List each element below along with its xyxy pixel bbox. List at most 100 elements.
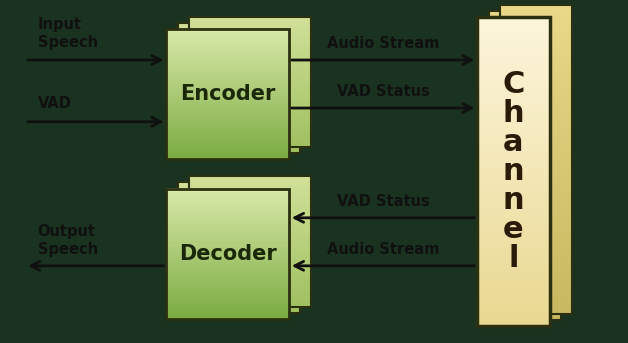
Bar bbox=[189, 113, 311, 115]
Bar bbox=[178, 101, 300, 103]
Bar bbox=[500, 178, 572, 182]
Bar bbox=[166, 198, 289, 200]
Bar bbox=[189, 141, 311, 142]
Bar bbox=[489, 165, 561, 169]
Bar bbox=[166, 137, 289, 138]
Bar bbox=[178, 63, 300, 65]
Bar bbox=[500, 240, 572, 244]
Bar bbox=[489, 281, 561, 285]
Bar bbox=[189, 39, 311, 41]
Bar bbox=[189, 253, 311, 255]
Bar bbox=[178, 306, 300, 308]
Bar bbox=[178, 256, 300, 257]
Bar bbox=[166, 278, 289, 280]
Bar bbox=[189, 93, 311, 95]
Bar bbox=[166, 254, 289, 256]
Bar bbox=[178, 26, 300, 28]
Bar bbox=[500, 302, 572, 306]
Bar bbox=[189, 118, 311, 119]
Bar bbox=[189, 248, 311, 250]
Bar bbox=[500, 275, 572, 279]
Bar bbox=[489, 300, 561, 304]
Bar bbox=[477, 283, 550, 287]
Bar bbox=[477, 310, 550, 314]
Bar bbox=[489, 142, 561, 146]
Bar bbox=[166, 48, 289, 50]
Text: Input
Speech: Input Speech bbox=[38, 17, 98, 50]
Bar bbox=[477, 306, 550, 310]
Bar bbox=[178, 41, 300, 43]
Bar bbox=[166, 102, 289, 104]
Bar bbox=[166, 63, 289, 65]
Bar bbox=[477, 94, 550, 98]
Bar bbox=[489, 212, 561, 215]
Bar bbox=[166, 241, 289, 243]
Bar bbox=[166, 130, 289, 132]
Bar bbox=[166, 205, 289, 206]
Bar bbox=[189, 121, 311, 123]
Bar bbox=[500, 78, 572, 82]
Bar bbox=[178, 96, 300, 98]
Bar bbox=[500, 86, 572, 90]
Bar bbox=[489, 293, 561, 297]
Bar bbox=[166, 151, 289, 153]
Bar bbox=[189, 294, 311, 295]
Bar bbox=[178, 23, 300, 153]
Bar bbox=[166, 143, 289, 145]
Bar bbox=[178, 203, 300, 205]
Bar bbox=[178, 241, 300, 243]
Bar bbox=[477, 59, 550, 63]
Bar bbox=[500, 244, 572, 248]
Bar bbox=[166, 231, 289, 233]
Bar bbox=[189, 181, 311, 183]
Bar bbox=[178, 90, 300, 91]
Bar bbox=[477, 121, 550, 125]
Bar bbox=[500, 28, 572, 32]
Bar bbox=[166, 276, 289, 278]
Bar bbox=[166, 93, 289, 94]
Bar bbox=[189, 38, 311, 39]
Bar bbox=[178, 259, 300, 261]
Bar bbox=[489, 72, 561, 76]
Bar bbox=[189, 119, 311, 121]
Bar bbox=[477, 191, 550, 194]
Bar bbox=[178, 104, 300, 106]
Bar bbox=[178, 222, 300, 223]
Bar bbox=[166, 289, 289, 291]
Bar bbox=[178, 78, 300, 80]
Bar bbox=[189, 186, 311, 188]
Bar bbox=[178, 83, 300, 85]
Bar bbox=[178, 235, 300, 236]
Bar bbox=[166, 65, 289, 67]
Bar bbox=[500, 62, 572, 67]
Bar bbox=[189, 129, 311, 131]
Bar bbox=[178, 194, 300, 196]
Bar bbox=[189, 285, 311, 287]
Bar bbox=[189, 275, 311, 277]
Bar bbox=[178, 213, 300, 215]
Text: Encoder: Encoder bbox=[180, 84, 275, 104]
Bar bbox=[477, 225, 550, 229]
Bar bbox=[189, 264, 311, 266]
Bar bbox=[489, 289, 561, 293]
Bar bbox=[178, 216, 300, 218]
Bar bbox=[189, 251, 311, 253]
Bar bbox=[166, 67, 289, 68]
Bar bbox=[477, 67, 550, 71]
Bar bbox=[189, 56, 311, 58]
Bar bbox=[178, 142, 300, 143]
Bar bbox=[178, 43, 300, 44]
Bar bbox=[477, 187, 550, 191]
Bar bbox=[178, 29, 300, 31]
Bar bbox=[166, 215, 289, 216]
Bar bbox=[489, 76, 561, 81]
Bar bbox=[178, 70, 300, 72]
Bar bbox=[500, 209, 572, 213]
Bar bbox=[166, 259, 289, 260]
Bar bbox=[166, 224, 289, 226]
Bar bbox=[477, 86, 550, 91]
Bar bbox=[178, 300, 300, 301]
Bar bbox=[178, 111, 300, 113]
Bar bbox=[477, 272, 550, 276]
Bar bbox=[178, 226, 300, 228]
